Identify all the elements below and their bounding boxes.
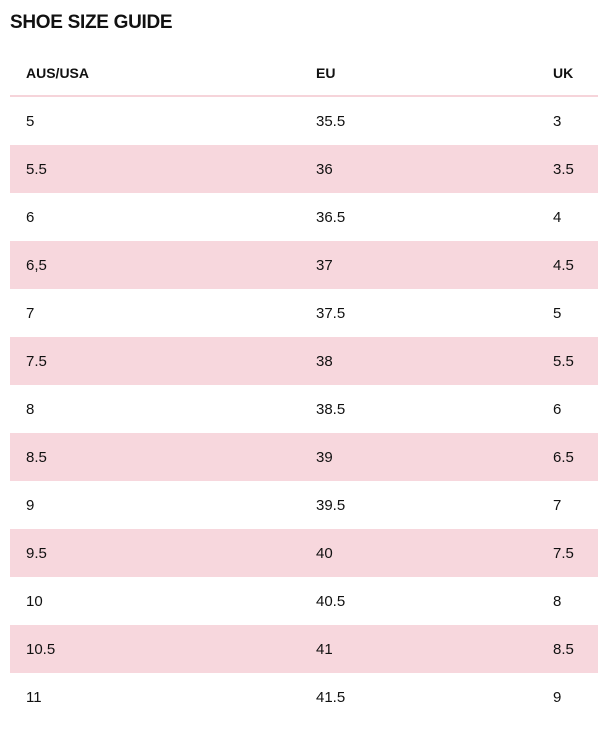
- cell-eu: 41.5: [316, 688, 346, 706]
- cell-uk: 6: [553, 400, 562, 418]
- cell-uk: 4.5: [553, 241, 598, 289]
- table-row: 11 41.5 9: [10, 673, 598, 721]
- table-row: 5 35.5 3: [10, 96, 598, 145]
- cell-uk: 8.5: [553, 625, 598, 673]
- cell-aus-usa: 7: [26, 304, 35, 322]
- cell-eu: 37: [316, 241, 553, 289]
- column-header-uk: UK: [553, 50, 598, 97]
- table-header: AUS/USA EU UK: [10, 50, 598, 97]
- table-row: 8 38.5 6: [10, 385, 598, 433]
- cell-eu: 36: [316, 145, 553, 193]
- cell-uk: 9: [553, 688, 562, 706]
- table-row: 10.5 41 8.5: [10, 625, 598, 673]
- header-row: AUS/USA EU UK: [10, 50, 598, 97]
- page-title: SHOE SIZE GUIDE: [10, 12, 173, 33]
- cell-uk: 5: [553, 304, 562, 322]
- table-row: 6,5 37 4.5: [10, 241, 598, 289]
- cell-aus-usa: 10.5: [10, 625, 316, 673]
- cell-eu: 37.5: [316, 304, 346, 322]
- cell-eu: 38: [316, 337, 553, 385]
- cell-uk: 7.5: [553, 529, 598, 577]
- cell-uk: 6.5: [553, 433, 598, 481]
- cell-uk: 3.5: [553, 145, 598, 193]
- cell-eu: 38.5: [316, 400, 346, 418]
- cell-eu: 36.5: [316, 208, 346, 226]
- table-row: 9.5 40 7.5: [10, 529, 598, 577]
- cell-aus-usa: 11: [26, 688, 42, 706]
- cell-eu: 35.5: [316, 112, 346, 130]
- table-row: 5.5 36 3.5: [10, 145, 598, 193]
- cell-aus-usa: 8: [26, 400, 35, 418]
- cell-aus-usa: 10: [26, 592, 43, 610]
- cell-eu: 40.5: [316, 592, 346, 610]
- table-row: 7 37.5 5: [10, 289, 598, 337]
- shoe-size-table: AUS/USA EU UK 5 35.5 3 5.5 36 3.5 6 36.5…: [10, 50, 598, 721]
- column-header-eu: EU: [316, 50, 553, 97]
- cell-uk: 4: [553, 208, 562, 226]
- cell-eu: 39.5: [316, 496, 346, 514]
- cell-uk: 7: [553, 496, 562, 514]
- cell-uk: 3: [553, 112, 562, 130]
- table-row: 7.5 38 5.5: [10, 337, 598, 385]
- cell-aus-usa: 5: [26, 112, 35, 130]
- cell-eu: 41: [316, 625, 553, 673]
- cell-aus-usa: 7.5: [10, 337, 316, 385]
- cell-aus-usa: 9: [26, 496, 35, 514]
- cell-uk: 5.5: [553, 337, 598, 385]
- cell-eu: 39: [316, 433, 553, 481]
- cell-eu: 40: [316, 529, 553, 577]
- cell-aus-usa: 6,5: [10, 241, 316, 289]
- table-row: 9 39.5 7: [10, 481, 598, 529]
- table-row: 8.5 39 6.5: [10, 433, 598, 481]
- table-body: 5 35.5 3 5.5 36 3.5 6 36.5 4 6,5 37 4.5 …: [10, 96, 598, 721]
- cell-uk: 8: [553, 592, 562, 610]
- cell-aus-usa: 8.5: [10, 433, 316, 481]
- cell-aus-usa: 6: [26, 208, 35, 226]
- table-row: 6 36.5 4: [10, 193, 598, 241]
- cell-aus-usa: 9.5: [10, 529, 316, 577]
- column-header-aus-usa: AUS/USA: [10, 50, 316, 97]
- table-row: 10 40.5 8: [10, 577, 598, 625]
- cell-aus-usa: 5.5: [10, 145, 316, 193]
